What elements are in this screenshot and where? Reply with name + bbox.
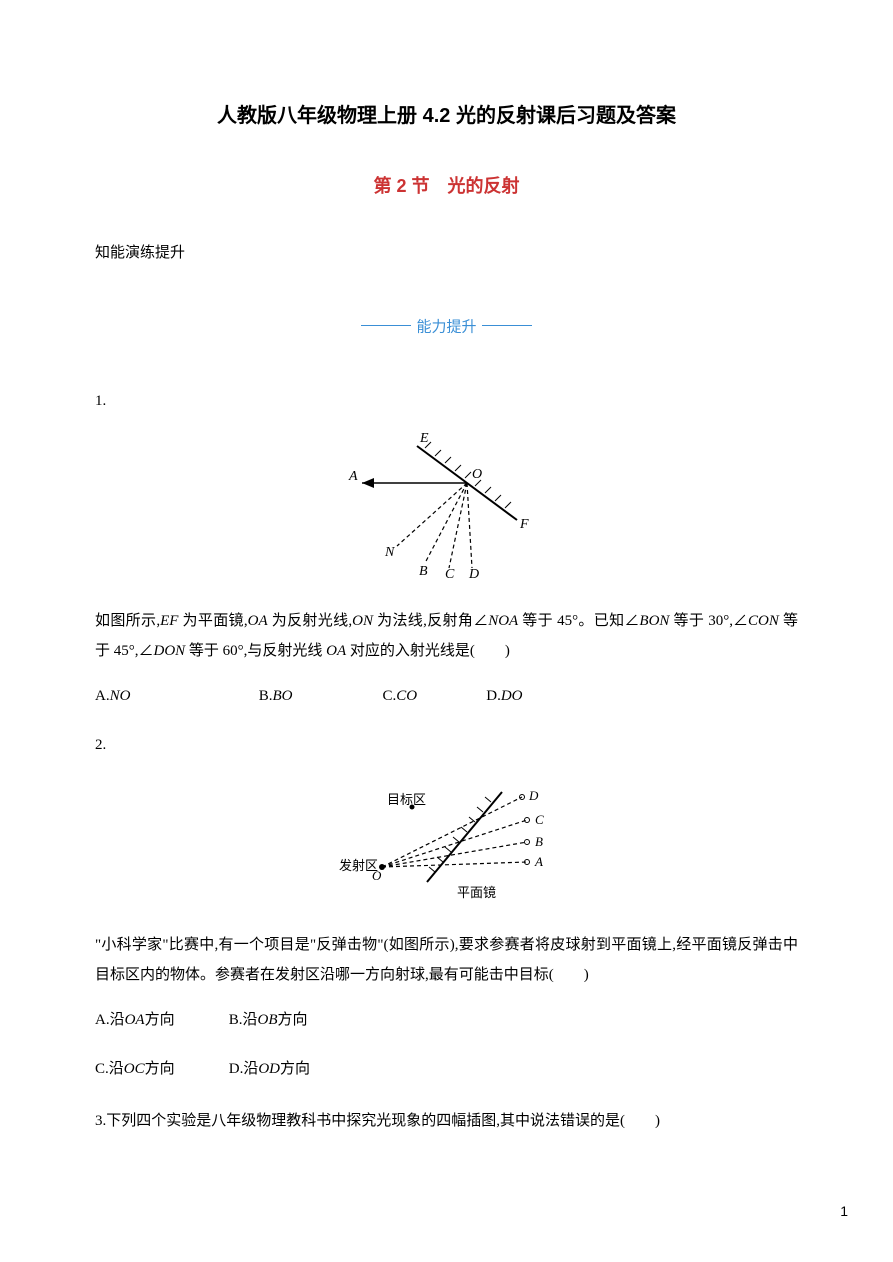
q1-on: ON	[352, 613, 373, 629]
ability-heading: 能力提升	[95, 315, 798, 340]
svg-text:N: N	[384, 545, 395, 560]
q3-text: .下列四个实验是八年级物理教科书中探究光现象的四幅插图,其中说法错误的是( )	[103, 1113, 661, 1129]
q1-oa2: OA	[326, 643, 346, 659]
divider-right	[482, 325, 532, 326]
divider-left	[361, 325, 411, 326]
q1-t8: 等于 60°,与反射光线	[185, 643, 326, 659]
q2-figure: 目标区 发射区 O A B C D 平面镜	[95, 772, 798, 910]
q1-t3: 为反射光线,	[268, 613, 353, 629]
svg-text:平面镜: 平面镜	[457, 885, 496, 900]
svg-text:B: B	[535, 834, 543, 849]
q1-figure: E O A F N B C D	[95, 428, 798, 586]
q1-opt-a: A.NO	[95, 684, 255, 708]
q1-bon: BON	[639, 613, 669, 629]
q1-con: CON	[748, 613, 779, 629]
q2-text: "小科学家"比赛中,有一个项目是"反弹击物"(如图所示),要求参赛者将皮球射到平…	[95, 930, 798, 990]
q1-ef: EF	[160, 613, 178, 629]
q1-t1: 如图所示,	[95, 613, 160, 629]
q1-t2: 为平面镜,	[178, 613, 247, 629]
q2-opt-c: C.沿 OC 方向	[95, 1057, 225, 1081]
q3-line: 3.下列四个实验是八年级物理教科书中探究光现象的四幅插图,其中说法错误的是( )	[95, 1106, 798, 1136]
q2-opt-b: B.沿 OB 方向	[229, 1008, 359, 1032]
q1-text: 如图所示,EF 为平面镜,OA 为反射光线,ON 为法线,反射角∠NOA 等于 …	[95, 606, 798, 666]
q1-opt-c: C.CO	[383, 684, 483, 708]
page-number: 1	[840, 1200, 848, 1222]
svg-text:目标区: 目标区	[387, 792, 426, 807]
main-title: 人教版八年级物理上册 4.2 光的反射课后习题及答案	[95, 100, 798, 132]
svg-text:E: E	[419, 431, 429, 446]
q1-t4: 为法线,反射角∠	[373, 613, 488, 629]
svg-text:D: D	[528, 788, 539, 803]
svg-text:O: O	[372, 868, 382, 883]
q2-options-row2: C.沿 OC 方向 D.沿 OD 方向	[95, 1057, 798, 1081]
q1-oa: OA	[248, 613, 268, 629]
q2-opt-a: A.沿 OA 方向	[95, 1008, 225, 1032]
svg-text:F: F	[519, 517, 529, 532]
svg-text:A: A	[534, 854, 543, 869]
q2-number: 2.	[95, 733, 798, 757]
svg-text:C: C	[535, 812, 544, 827]
svg-text:B: B	[419, 564, 428, 578]
q1-opt-d: D.DO	[486, 684, 586, 708]
q2-options-row1: A.沿 OA 方向 B.沿 OB 方向	[95, 1008, 798, 1032]
q1-number: 1.	[95, 389, 798, 413]
q1-opt-b: B.BO	[259, 684, 379, 708]
q1-don: DON	[154, 643, 186, 659]
section-label: 知能演练提升	[95, 241, 798, 265]
q1-t5: 等于 45°。已知∠	[518, 613, 639, 629]
q1-t6: 等于 30°,∠	[669, 613, 748, 629]
sub-title: 第 2 节 光的反射	[95, 172, 798, 201]
svg-text:A: A	[348, 469, 358, 484]
q1-noa: NOA	[488, 613, 518, 629]
svg-text:O: O	[472, 467, 482, 482]
svg-text:C: C	[445, 567, 455, 578]
q1-options: A.NO B.BO C.CO D.DO	[95, 684, 798, 708]
q1-t9: 对应的入射光线是( )	[346, 643, 510, 659]
q3-number: 3	[95, 1113, 103, 1129]
svg-text:D: D	[468, 567, 479, 578]
ability-text: 能力提升	[416, 318, 476, 335]
q2-opt-d: D.沿 OD 方向	[229, 1057, 359, 1081]
